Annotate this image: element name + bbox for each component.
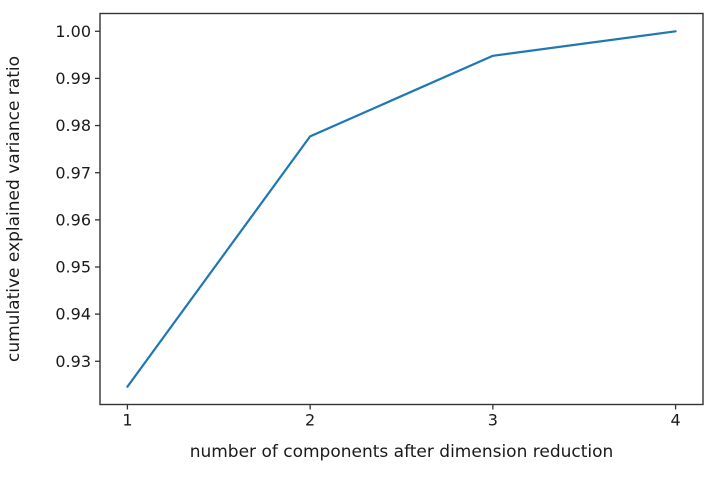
y-tick-label: 0.97 bbox=[55, 163, 91, 182]
variance-line bbox=[126, 30, 677, 388]
y-tick-label: 0.99 bbox=[55, 69, 91, 88]
x-tick-label: 3 bbox=[488, 411, 498, 430]
x-tick-label: 1 bbox=[122, 411, 132, 430]
y-tick-label: 0.96 bbox=[55, 210, 91, 229]
plot-frame bbox=[99, 12, 704, 406]
y-tick-label: 0.95 bbox=[55, 258, 91, 277]
x-tick-label: 2 bbox=[305, 411, 315, 430]
y-axis-label: cumulative explained variance ratio bbox=[4, 56, 24, 362]
y-tick-label: 0.94 bbox=[55, 305, 91, 324]
y-tick-label: 1.00 bbox=[55, 22, 91, 41]
y-tick-label: 0.93 bbox=[55, 352, 91, 371]
x-axis-label: number of components after dimension red… bbox=[190, 442, 614, 462]
y-tick-label: 0.98 bbox=[55, 116, 91, 135]
x-tick-label: 4 bbox=[670, 411, 680, 430]
